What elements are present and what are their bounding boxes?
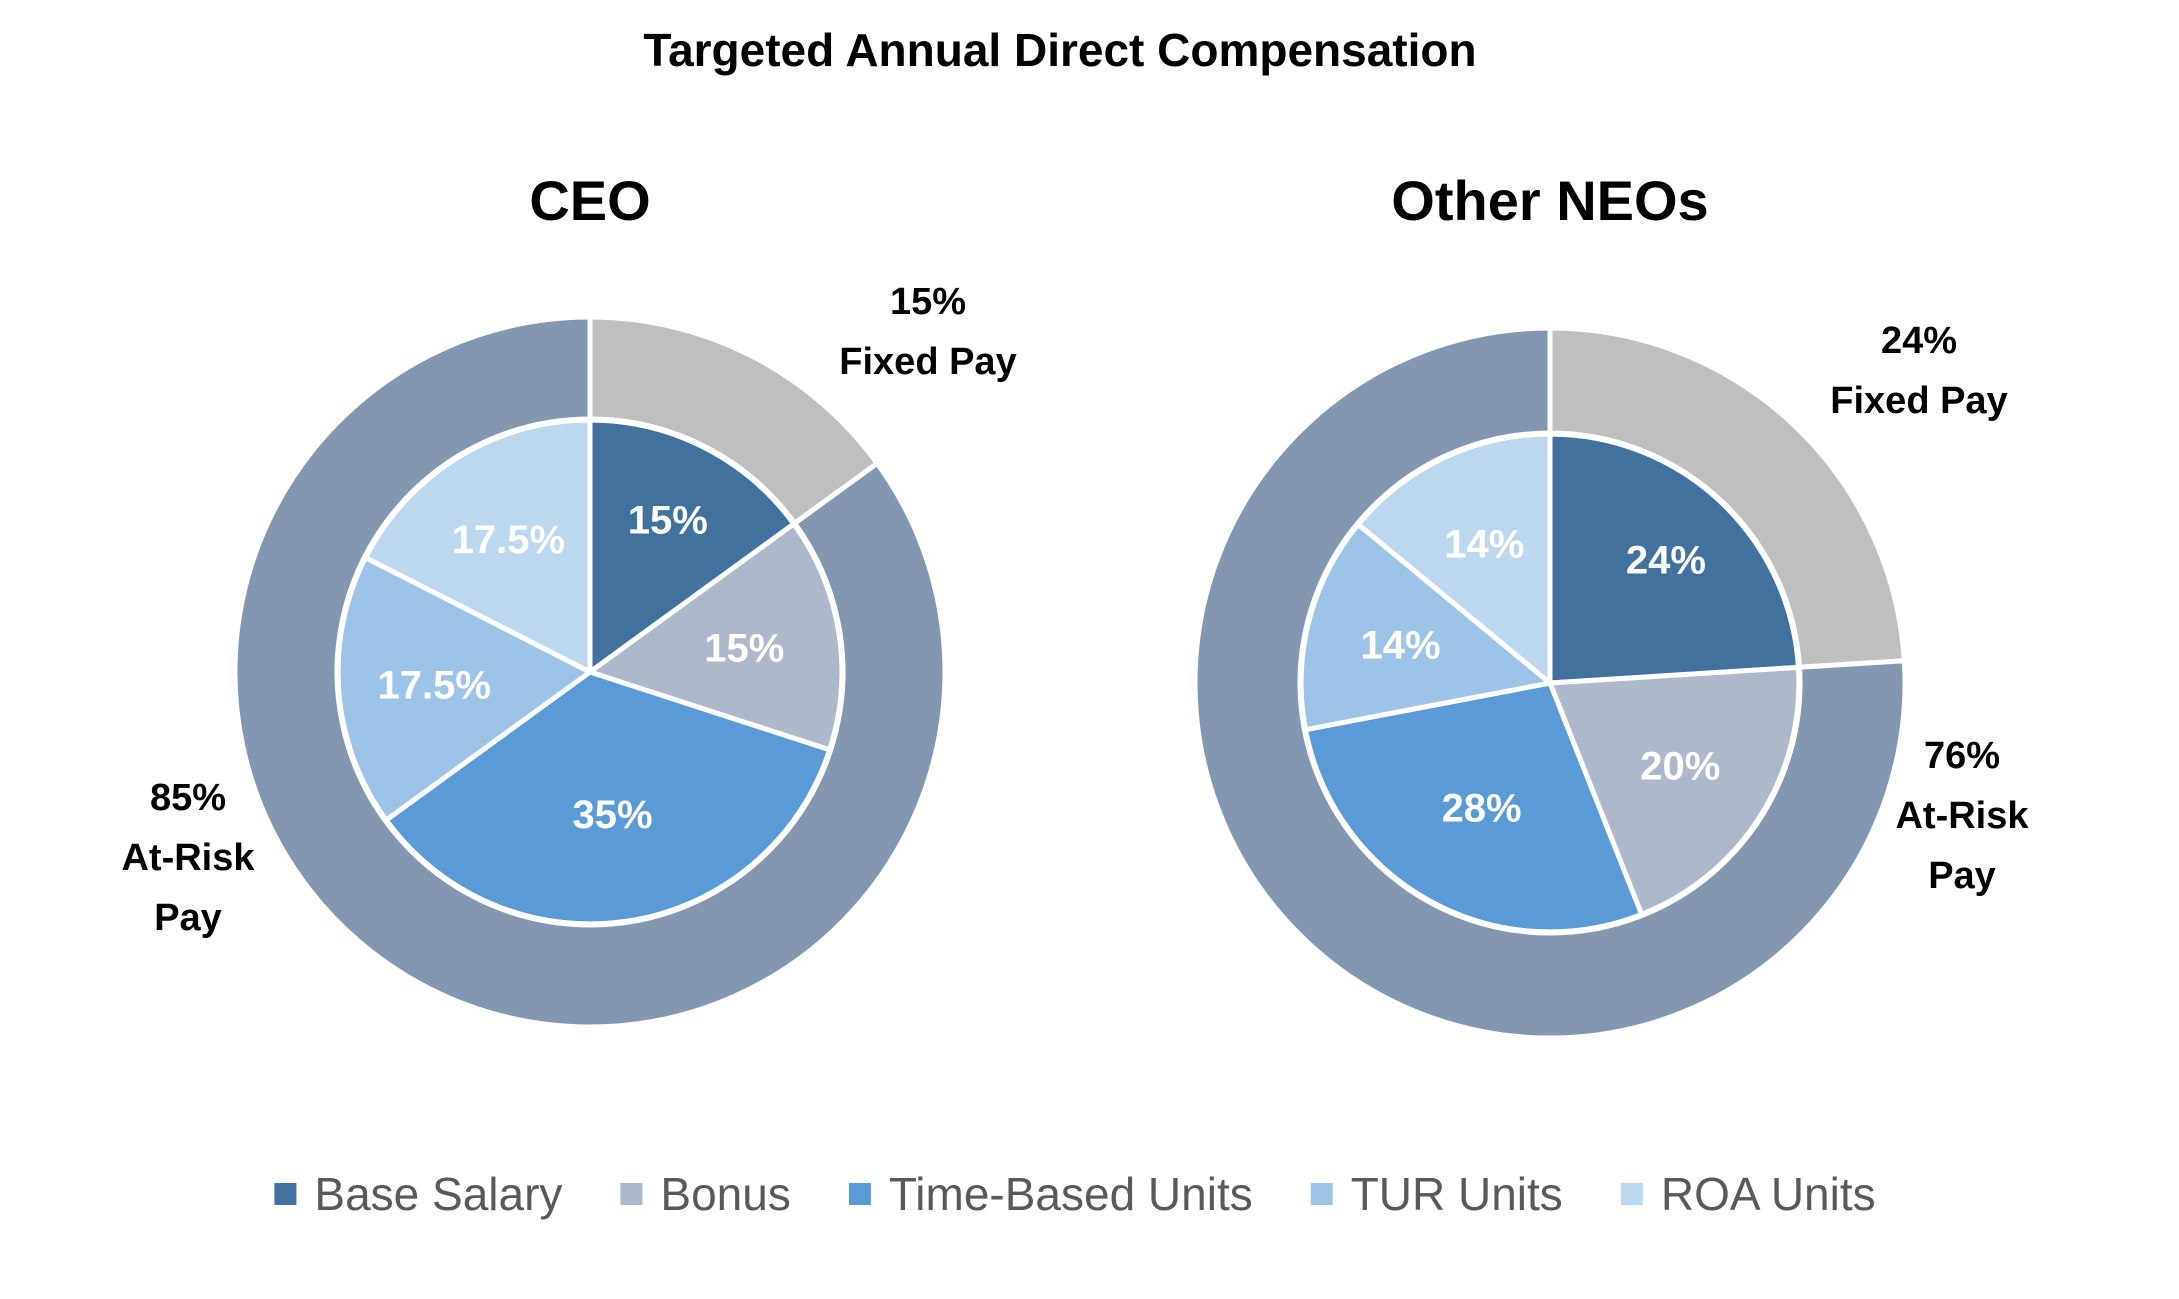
- legend-label-time-based-units: Time-Based Units: [889, 1168, 1253, 1220]
- outer-label-line: Pay: [154, 897, 222, 939]
- inner-label-tur-units: 17.5%: [377, 663, 490, 707]
- legend-item-tur-units: TUR Units: [1310, 1168, 1563, 1220]
- legend-swatch-tur-units: [1310, 1183, 1333, 1205]
- inner-label-time-based-units: 35%: [572, 793, 652, 837]
- legend-label-bonus: Bonus: [660, 1168, 790, 1220]
- inner-label-roa-units: 14%: [1444, 522, 1524, 566]
- donut-ceo: CEO 15% 15% 35% 17.5% 17.5% 15% Fixed Pay 85% At-…: [121, 169, 1017, 1030]
- legend-item-roa-units: ROA Units: [1620, 1168, 1876, 1220]
- legend-item-time-based-units: Time-Based Units: [848, 1168, 1253, 1220]
- outer-label-line: 15%: [890, 281, 966, 323]
- inner-label-roa-units: 17.5%: [452, 518, 565, 562]
- chart-title-other-neos: Other NEOs: [1391, 169, 1708, 232]
- legend-swatch-time-based-units: [848, 1183, 871, 1205]
- inner-label-base-salary: 24%: [1626, 539, 1706, 583]
- legend-item-bonus: Bonus: [620, 1168, 791, 1220]
- outer-label-line: Pay: [1928, 855, 1996, 897]
- outer-label-line: Fixed Pay: [839, 341, 1016, 383]
- outer-label-line: At-Risk: [1895, 795, 2029, 837]
- outer-label-line: Fixed Pay: [1830, 380, 2007, 422]
- chart-title-ceo: CEO: [529, 169, 650, 232]
- inner-pie-border: [335, 417, 845, 927]
- outer-label-fixed-pay: 24% Fixed Pay: [1830, 320, 2007, 422]
- outer-label-line: 76%: [1924, 735, 2000, 777]
- legend-swatch-roa-units: [1620, 1183, 1643, 1205]
- legend-label-base-salary: Base Salary: [314, 1168, 562, 1220]
- legend-swatch-base-salary: [274, 1183, 297, 1205]
- outer-label-fixed-pay: 15% Fixed Pay: [839, 281, 1016, 383]
- legend-label-roa-units: ROA Units: [1661, 1168, 1876, 1220]
- legend-item-base-salary: Base Salary: [274, 1168, 562, 1220]
- legend-swatch-bonus: [620, 1183, 643, 1205]
- inner-pie-border: [1298, 431, 1802, 935]
- inner-label-bonus: 15%: [704, 627, 784, 671]
- legend-label-tur-units: TUR Units: [1351, 1168, 1563, 1220]
- outer-label-at-risk-pay: 85% At-Risk Pay: [121, 777, 255, 939]
- chart-title: Targeted Annual Direct Compensation: [643, 24, 1476, 76]
- legend: Base Salary Bonus Time-Based Units TUR Unit…: [274, 1168, 1876, 1220]
- inner-label-base-salary: 15%: [628, 498, 708, 542]
- outer-label-line: 85%: [150, 777, 226, 819]
- donut-other-neos: Other NEOs 24% 20% 28% 14% 14% 24% Fixed Pay 76%…: [1192, 169, 2029, 1041]
- outer-label-at-risk-pay: 76% At-Risk Pay: [1895, 735, 2029, 897]
- donut-charts: CEO 15% 15% 35% 17.5% 17.5% 15% Fixed Pay 85% At-…: [121, 169, 2029, 1041]
- inner-label-time-based-units: 28%: [1442, 786, 1522, 830]
- outer-label-line: At-Risk: [121, 837, 255, 879]
- outer-label-line: 24%: [1881, 320, 1957, 362]
- inner-label-bonus: 20%: [1640, 745, 1720, 789]
- inner-label-tur-units: 14%: [1360, 624, 1440, 668]
